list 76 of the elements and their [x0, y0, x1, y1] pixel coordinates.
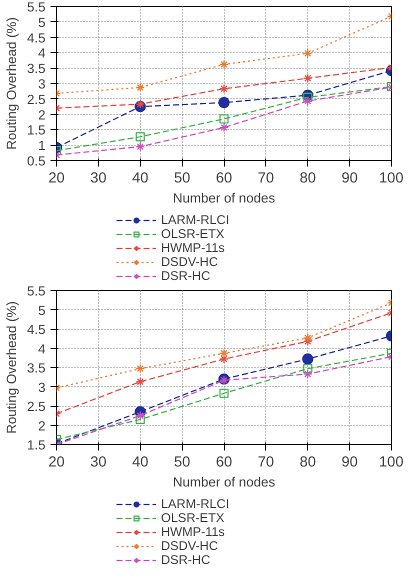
point [136, 132, 145, 142]
y-tick-label: 1.5 [26, 438, 46, 452]
point [303, 74, 312, 83]
x-tick-label: 100 [379, 170, 404, 186]
y-tick-label: 2 [38, 418, 46, 434]
y-tick-label: 4 [38, 341, 46, 356]
y-tick-label: 1 [38, 138, 46, 154]
x-tick-label: 90 [341, 170, 358, 186]
point [303, 96, 312, 106]
point [219, 388, 229, 398]
y-axis-title: Routing Overhead (%) [4, 301, 19, 434]
y-tick-label: 2.5 [26, 399, 46, 414]
legend-label: HWMP-11s [161, 525, 225, 539]
x-tick-label: 60 [216, 454, 232, 470]
y-tick-label: 5 [38, 14, 46, 30]
point [219, 60, 229, 70]
y-tick-label: 1.5 [26, 122, 46, 138]
x-tick-label: 40 [132, 170, 148, 186]
point [303, 333, 312, 342]
point [303, 48, 312, 58]
point [219, 376, 229, 385]
x-tick-label: 20 [48, 170, 65, 186]
y-tick-label: 3.5 [26, 61, 46, 76]
point [302, 353, 314, 365]
legend-label: DSR-HC [161, 269, 210, 283]
x-tick-label: 80 [300, 170, 316, 186]
point [303, 92, 312, 102]
x-tick-label: 50 [174, 454, 190, 470]
x-axis-title: Number of nodes [172, 474, 276, 490]
point [219, 348, 229, 358]
legend-label: LARM-RLCI [161, 497, 230, 511]
x-tick-label: 20 [48, 454, 65, 470]
y-tick-label: 5.5 [26, 284, 46, 298]
legend-label: LARM-RLCI [161, 213, 230, 227]
point [303, 364, 312, 374]
x-tick-label: 60 [216, 170, 232, 186]
y-tick-label: 5 [38, 302, 46, 318]
point [136, 142, 145, 152]
point [219, 114, 229, 124]
x-tick-label: 30 [90, 454, 107, 470]
y-axis-title: Routing Overhead (%) [4, 17, 19, 150]
y-tick-label: 3.5 [26, 360, 46, 376]
point [218, 97, 230, 108]
y-tick-label: 3 [38, 380, 46, 395]
x-tick-label: 30 [90, 170, 107, 186]
x-tick-label: 100 [379, 454, 404, 470]
legend-label: DSDV-HC [161, 539, 218, 553]
legend-label: DSR-HC [161, 553, 210, 567]
x-tick-label: 40 [132, 454, 148, 470]
y-tick-label: 2 [38, 107, 46, 122]
point [136, 82, 145, 92]
x-axis-title: Number of nodes [172, 190, 276, 206]
y-tick-label: 4 [38, 46, 46, 61]
legend-label: HWMP-11s [161, 241, 225, 255]
x-tick-label: 70 [258, 454, 274, 470]
point [136, 100, 145, 109]
point [136, 364, 145, 374]
legend-label: OLSR-ETX [161, 511, 224, 525]
x-tick-label: 90 [341, 454, 358, 470]
x-tick-label: 80 [300, 454, 316, 470]
point [303, 369, 312, 379]
point [219, 84, 229, 94]
point [219, 354, 229, 364]
y-tick-label: 4.5 [26, 30, 46, 46]
legend-label: DSDV-HC [161, 255, 218, 269]
y-tick-label: 3 [38, 76, 46, 92]
point [136, 377, 145, 386]
point [219, 122, 229, 132]
y-tick-label: 5.5 [26, 0, 46, 14]
x-tick-label: 50 [174, 170, 190, 186]
y-tick-label: 2.5 [26, 92, 46, 107]
point [136, 411, 145, 420]
x-tick-label: 70 [258, 170, 274, 186]
legend-label: OLSR-ETX [161, 227, 224, 241]
y-tick-label: 4.5 [26, 322, 46, 337]
y-tick-label: 0.5 [26, 154, 46, 168]
